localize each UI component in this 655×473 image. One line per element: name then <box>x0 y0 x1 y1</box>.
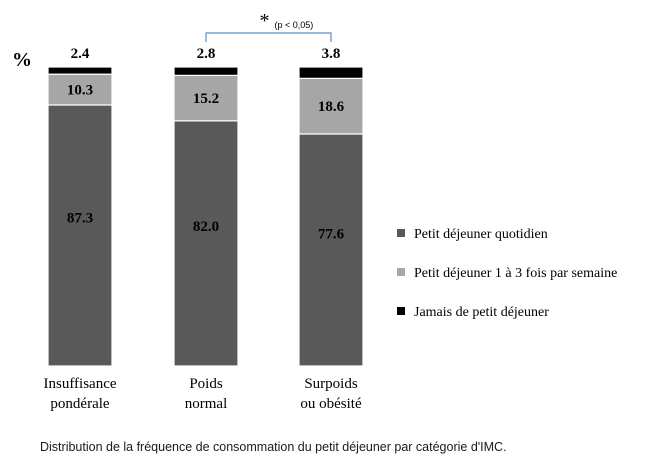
data-label: 77.6 <box>318 226 345 242</box>
bar-segment <box>173 66 239 76</box>
significance-bracket <box>205 32 332 42</box>
p-value-label: (p < 0,05) <box>275 20 314 30</box>
figure-caption: Distribution de la fréquence de consomma… <box>40 440 507 454</box>
bar-segment <box>298 66 364 79</box>
data-label: 2.4 <box>71 46 90 62</box>
data-label: 18.6 <box>318 99 345 115</box>
bar-segment <box>298 133 364 367</box>
data-label: 82.0 <box>193 219 219 235</box>
x-tick-label: normal <box>185 396 228 412</box>
x-tick-label: pondérale <box>50 396 109 412</box>
data-label: 3.8 <box>322 46 341 62</box>
legend-label: Petit déjeuner 1 à 3 fois par semaine <box>414 266 617 281</box>
legend-swatch <box>397 268 405 276</box>
bar-segment <box>47 66 113 75</box>
x-tick-label: Insuffisance <box>43 376 116 392</box>
legend: Petit déjeuner quotidien Petit déjeuner 1… <box>397 227 617 320</box>
significance-star: * <box>260 10 270 32</box>
y-axis-label: % <box>12 49 32 71</box>
bar-segment <box>47 73 113 106</box>
bar-segment <box>173 120 239 367</box>
legend-label: Petit déjeuner quotidien <box>414 227 548 242</box>
data-label: 2.8 <box>197 46 216 62</box>
legend-swatch <box>397 307 405 315</box>
x-tick-label: Poids <box>189 376 223 392</box>
legend-label: Jamais de petit déjeuner <box>414 305 549 320</box>
x-tick-label: Surpoids <box>304 376 358 392</box>
legend-swatch <box>397 229 405 237</box>
bars: 87.3 10.3 2.4 82.0 15.2 2.8 77.6 18.6 3.8 <box>47 46 364 367</box>
bar-segment <box>47 104 113 367</box>
data-label: 15.2 <box>193 91 219 107</box>
data-label: 87.3 <box>67 210 93 226</box>
bar-segment <box>173 74 239 122</box>
x-axis-labels: Insuffisance pondérale Poids normal Surpoids… <box>43 376 361 412</box>
x-tick-label: ou obésité <box>300 396 362 412</box>
significance-annotation: * (p < 0,05) <box>205 10 332 42</box>
data-label: 10.3 <box>67 83 93 99</box>
